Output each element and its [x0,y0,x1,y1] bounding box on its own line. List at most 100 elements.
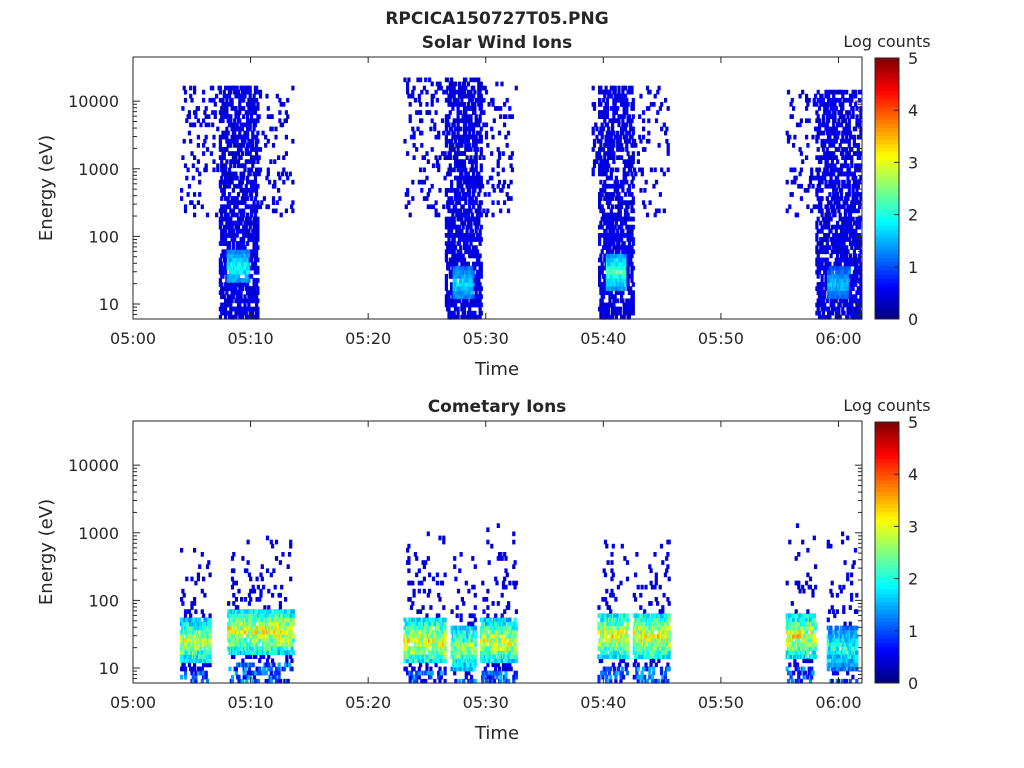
heatmap-cell [265,658,270,664]
heatmap-cell [858,245,862,250]
heatmap-cell [607,175,611,181]
heatmap-cell [616,212,620,218]
heatmap-cell [461,204,465,210]
heatmap-cell [805,155,809,160]
heatmap-cell [470,228,474,234]
heatmap-cell [817,122,822,128]
heatmap-cell [618,138,622,144]
heatmap-cell [434,212,438,218]
heatmap-cell [647,118,651,124]
heatmap-cell [630,245,634,250]
heatmap-cell [622,286,626,291]
heatmap-cell [839,249,844,255]
heatmap-cell [630,261,634,267]
heatmap-cell [262,196,266,201]
heatmap-cell [823,257,827,263]
heatmap-cell [626,278,630,283]
heatmap-cell [627,224,631,230]
colorbar-step [875,172,899,177]
heatmap-cell [824,278,828,283]
heatmap-cell [612,151,616,156]
heatmap-cell [252,159,256,164]
heatmap-cell [240,597,244,602]
heatmap-cell [286,175,290,181]
heatmap-cell [235,85,239,91]
heatmap-cell [817,269,822,275]
heatmap-cell [617,269,621,275]
heatmap-cell [235,196,239,201]
heatmap-cell [821,118,825,124]
heatmap-cell [630,163,634,169]
heatmap-cell [479,106,483,111]
heatmap-cell [455,261,459,267]
heatmap-cell [444,257,448,263]
heatmap-cell [810,167,814,173]
heatmap-cell [447,302,451,308]
heatmap-cell [236,298,241,304]
heatmap-cell [816,306,820,312]
heatmap-cell [605,265,609,271]
heatmap-cell [627,130,631,136]
heatmap-cell [252,93,256,99]
heatmap-cell [411,179,415,185]
heatmap-cell [620,237,624,242]
heatmap-cell [658,192,662,197]
heatmap-cell [847,171,851,177]
heatmap-cell [450,269,454,275]
heatmap-cell [236,613,240,619]
heatmap-cell [839,110,844,115]
heatmap-cell [256,233,260,238]
heatmap-cell [264,134,268,140]
heatmap-cell [273,638,277,643]
heatmap-cell [422,155,426,160]
heatmap-cell [801,89,805,95]
heatmap-cell [470,106,474,111]
heatmap-cell [833,114,837,119]
heatmap-cell [855,261,859,267]
colorbar-step [875,147,899,153]
heatmap-cell [200,666,204,672]
heatmap-cell [830,183,834,189]
heatmap-cell [617,245,621,250]
heatmap-cell [181,633,185,639]
heatmap-cell [218,110,222,115]
heatmap-cell [186,167,190,173]
heatmap-cell [464,196,468,201]
heatmap-cell [248,179,252,185]
heatmap-cell [450,224,454,230]
heatmap-cell [634,143,638,148]
heatmap-cell [620,314,624,320]
heatmap-cell [629,286,633,291]
heatmap-cell [843,224,847,230]
heatmap-cell [256,310,260,316]
heatmap-cell [612,228,616,234]
heatmap-cell [182,662,186,668]
heatmap-cell [224,228,228,234]
heatmap-cell [267,654,271,659]
heatmap-cell [269,678,273,684]
heatmap-cell [204,163,208,169]
heatmap-cell [461,224,465,230]
heatmap-cell [638,114,642,119]
colorbar-step [875,82,899,88]
heatmap-cell [246,220,250,226]
heatmap-cell [187,642,191,647]
heatmap-cell [450,228,454,234]
heatmap-cell [631,224,635,230]
heatmap-cell [856,183,860,189]
heatmap-cell [631,241,635,246]
heatmap-cell [183,613,188,619]
heatmap-cell [218,269,222,275]
heatmap-cell [820,249,824,255]
heatmap-cell [820,196,824,201]
heatmap-cell [626,204,630,210]
heatmap-cell [222,151,226,156]
heatmap-cell [838,278,842,283]
heatmap-cell [446,155,450,160]
heatmap-cell [786,138,791,144]
heatmap-cell [464,130,468,136]
heatmap-cell [479,179,483,185]
heatmap-cell [607,183,611,189]
heatmap-cell [221,118,225,124]
heatmap-cell [208,625,212,631]
